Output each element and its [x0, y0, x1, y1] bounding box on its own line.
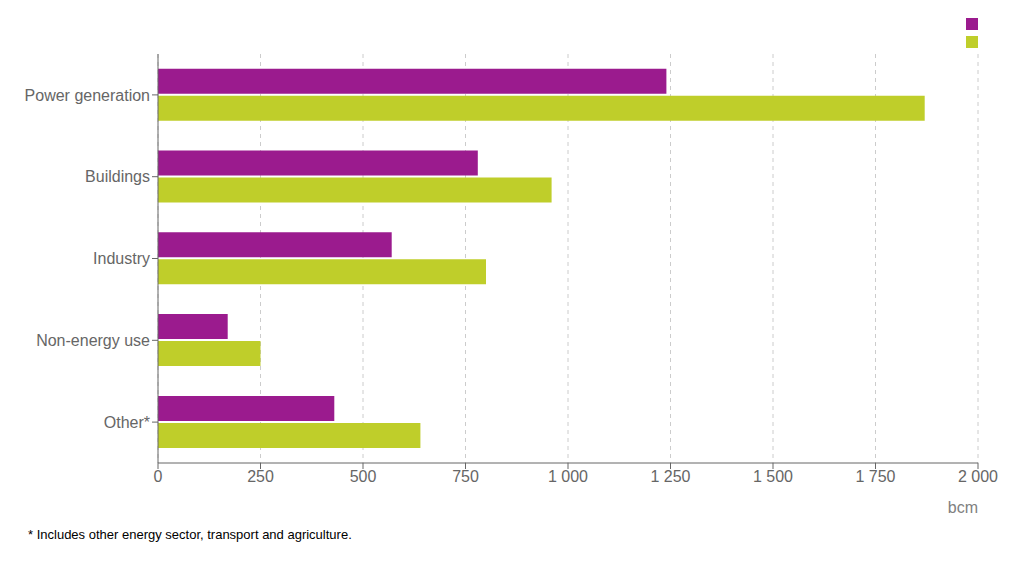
svg-text:Industry: Industry	[93, 250, 150, 267]
svg-text:1 000: 1 000	[548, 468, 588, 485]
html-text:* Includes other energy sector: * Includes other energy sector, transpor…	[28, 527, 352, 542]
svg-text:1 750: 1 750	[855, 468, 895, 485]
svg-text:500: 500	[350, 468, 377, 485]
svg-text:Power generation: Power generation	[25, 87, 150, 104]
svg-text:0: 0	[154, 468, 163, 485]
svg-text:250: 250	[247, 468, 274, 485]
svg-text:Buildings: Buildings	[85, 168, 150, 185]
svg-text:1 250: 1 250	[650, 468, 690, 485]
svg-text:1 500: 1 500	[753, 468, 793, 485]
svg-text:Non-energy use: Non-energy use	[36, 332, 150, 349]
svg-text:Other*: Other*	[104, 414, 150, 431]
svg-text:750: 750	[452, 468, 479, 485]
svg-text:bcm: bcm	[948, 499, 978, 516]
svg-text:2 000: 2 000	[958, 468, 998, 485]
